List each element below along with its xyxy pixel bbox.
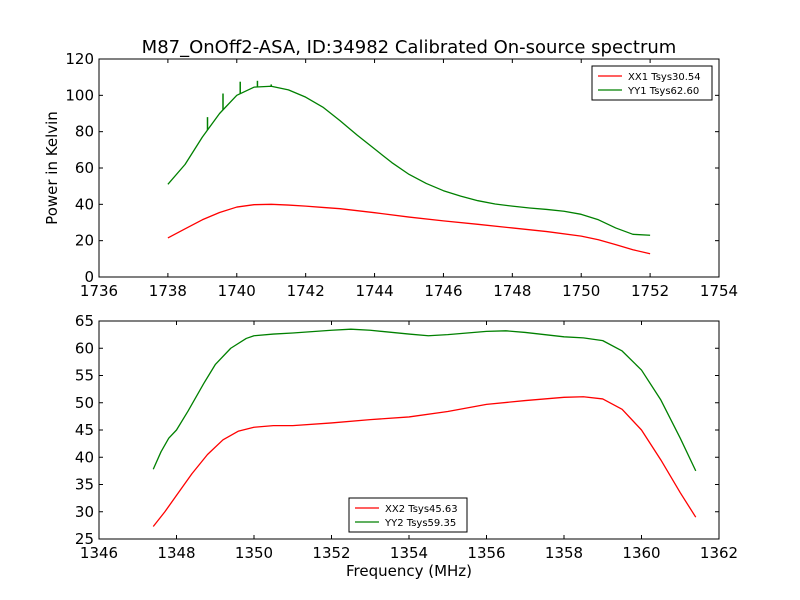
x-tick-label: 1352 bbox=[312, 544, 350, 562]
x-tick-label: 1748 bbox=[493, 282, 531, 300]
series-line-xx1 bbox=[167, 203, 651, 255]
y-tick-label: 0 bbox=[84, 268, 94, 286]
x-tick-label: 1348 bbox=[157, 544, 195, 562]
y-tick-label: 35 bbox=[75, 476, 94, 494]
x-tick-label: 1354 bbox=[390, 544, 428, 562]
y-tick-label: 40 bbox=[75, 448, 94, 466]
series-line-xx2 bbox=[152, 396, 697, 527]
x-tick-label: 1736 bbox=[80, 282, 118, 300]
legend: XX2 Tsys45.63 YY2 Tsys59.35 bbox=[348, 497, 468, 533]
x-tick-label: 1742 bbox=[287, 282, 325, 300]
y-tick-label: 30 bbox=[75, 503, 94, 521]
legend-entry: YY1 Tsys62.60 bbox=[627, 86, 699, 97]
y-tick-label: 60 bbox=[75, 339, 94, 357]
legend-entry: XX1 Tsys30.54 bbox=[628, 72, 701, 83]
x-tick-label: 1346 bbox=[80, 544, 118, 562]
y-tick-label: 60 bbox=[75, 159, 94, 177]
x-axis-label: Frequency (MHz) bbox=[346, 562, 472, 580]
x-tick-label: 1358 bbox=[545, 544, 583, 562]
legend-box bbox=[591, 65, 713, 101]
x-tick-label: 1362 bbox=[700, 544, 738, 562]
legend-entry: YY2 Tsys59.35 bbox=[384, 518, 456, 529]
y-tick-label: 80 bbox=[75, 123, 94, 141]
legend-entry: XX2 Tsys45.63 bbox=[385, 504, 458, 515]
x-tick-label: 1350 bbox=[235, 544, 273, 562]
series-line-yy1 bbox=[167, 85, 651, 236]
y-tick-label: 25 bbox=[75, 530, 94, 548]
series-line-yy2 bbox=[152, 328, 697, 472]
x-tick-label: 1754 bbox=[700, 282, 738, 300]
y-tick-label: 55 bbox=[75, 367, 94, 385]
chart-title: M87_OnOff2-ASA, ID:34982 Calibrated On-s… bbox=[142, 37, 677, 58]
x-tick-label: 1750 bbox=[562, 282, 600, 300]
y-tick-label: 65 bbox=[75, 312, 94, 330]
x-tick-label: 1356 bbox=[467, 544, 505, 562]
y-tick-label: 45 bbox=[75, 421, 94, 439]
y-tick-label: 20 bbox=[75, 232, 94, 250]
legend-box bbox=[348, 497, 468, 533]
x-tick-label: 1746 bbox=[424, 282, 462, 300]
y-tick-label: 40 bbox=[75, 195, 94, 213]
x-tick-label: 1740 bbox=[218, 282, 256, 300]
x-tick-label: 1738 bbox=[149, 282, 187, 300]
x-tick-label: 1744 bbox=[355, 282, 393, 300]
y-tick-label: 100 bbox=[65, 86, 94, 104]
y-tick-label: 50 bbox=[75, 394, 94, 412]
y-axis-label: Power in Kelvin bbox=[43, 111, 61, 225]
chart-panel-2: 1346 1348 1350 1352 1354 1356 1358 1360 1362 25 30… bbox=[75, 312, 738, 580]
x-tick-label: 1752 bbox=[631, 282, 669, 300]
y-tick-label: 120 bbox=[65, 50, 94, 68]
chart-panel-1: 1736 1738 1740 1742 1744 1746 1748 1750 1752 1754… bbox=[43, 37, 738, 300]
x-tick-label: 1360 bbox=[622, 544, 660, 562]
legend: XX1 Tsys30.54 YY1 Tsys62.60 bbox=[591, 65, 713, 101]
